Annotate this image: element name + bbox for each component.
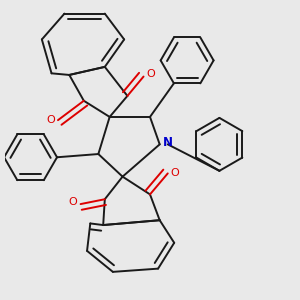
Text: O: O [46,115,55,125]
Text: O: O [68,197,77,208]
Text: O: O [146,69,155,79]
Text: O: O [170,168,179,178]
Text: N: N [163,136,173,149]
